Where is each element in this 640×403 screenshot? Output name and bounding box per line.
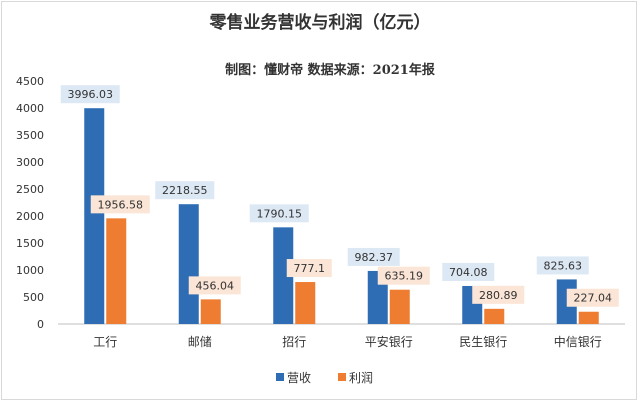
y-tick-label: 500 [23,291,44,304]
data-label-text: 635.19 [385,270,424,283]
bar-revenue [84,108,105,324]
data-label: 777.1 [286,259,332,278]
x-category-label: 邮储 [188,334,212,349]
y-tick-label: 2000 [16,210,44,223]
data-label-box [472,285,525,304]
bar-profit [200,299,221,324]
data-label-box [90,195,150,214]
data-label-text: 3996.03 [68,88,114,101]
data-label-text: 2218.55 [162,184,208,197]
data-label-box [286,259,332,278]
chart-title: 零售业务营收与利润（亿元） [209,12,431,33]
x-category-label: 平安银行 [365,334,413,349]
data-label-text: 1956.58 [98,198,144,211]
y-tick-label: 4500 [16,75,44,88]
bar-profit [295,282,316,324]
bar-profit [389,289,410,324]
data-label: 635.19 [377,266,430,285]
data-label-box [442,262,495,281]
data-label-box [249,204,309,223]
data-label: 982.37 [347,247,400,266]
legend-item: 利润 [338,371,373,385]
legend-label: 利润 [349,371,373,385]
data-label: 1790.15 [249,204,309,223]
data-label-box [536,256,589,275]
data-label-box [377,266,430,285]
x-axis: 工行 邮储 招行 平安银行 民生银行 中信银行 [93,334,602,349]
legend-swatch [276,373,284,381]
data-label: 825.63 [536,256,589,275]
data-label: 227.04 [566,288,619,307]
data-label-text: 227.04 [574,292,613,305]
data-label: 704.08 [442,262,495,281]
y-tick-label: 4000 [16,102,44,115]
bar-profit [484,308,505,324]
bar-profit [578,311,599,324]
bar-profit [106,218,127,324]
data-label-text: 777.1 [294,262,326,275]
data-label: 2218.55 [155,181,215,200]
data-label: 456.04 [188,276,241,295]
y-tick-label: 0 [37,318,44,331]
data-label-text: 825.63 [544,259,583,272]
data-label: 280.89 [472,285,525,304]
y-tick-label: 2500 [16,183,44,196]
y-tick-label: 3500 [16,129,44,142]
data-label-box [60,85,120,104]
legend-label: 营收 [287,371,311,385]
legend: 营收 利润 [276,371,373,385]
data-label-box [347,247,400,266]
x-category-label: 招行 [282,335,306,349]
bar-revenue [178,204,199,324]
data-label-text: 1790.15 [257,207,303,220]
data-label-text: 280.89 [479,289,518,302]
chart-subtitle: 制图：懂财帝 数据来源：2021年报 [225,62,436,78]
y-tick-label: 3000 [16,156,44,169]
data-label-box [188,276,241,295]
data-label-text: 456.04 [196,279,235,292]
data-labels: 3996.03 1956.58 2218.55 456.04 1790.15 777.1 9… [60,85,619,307]
x-category-label: 中信银行 [554,334,602,349]
x-category-label: 民生银行 [459,335,507,349]
legend-item: 营收 [276,371,311,385]
y-axis: 0 500 1000 1500 2000 2500 3000 3500 4000 4500 [16,75,44,331]
bar-revenue [273,227,294,324]
data-label-box [155,181,215,200]
data-label: 3996.03 [60,85,120,104]
y-tick-label: 1500 [16,237,44,250]
data-label: 1956.58 [90,195,150,214]
x-category-label: 工行 [93,335,117,349]
data-label-text: 982.37 [355,251,394,264]
legend-swatch [338,373,346,381]
data-label-text: 704.08 [449,266,488,279]
data-label-box [566,288,619,307]
y-tick-label: 1000 [16,264,44,277]
